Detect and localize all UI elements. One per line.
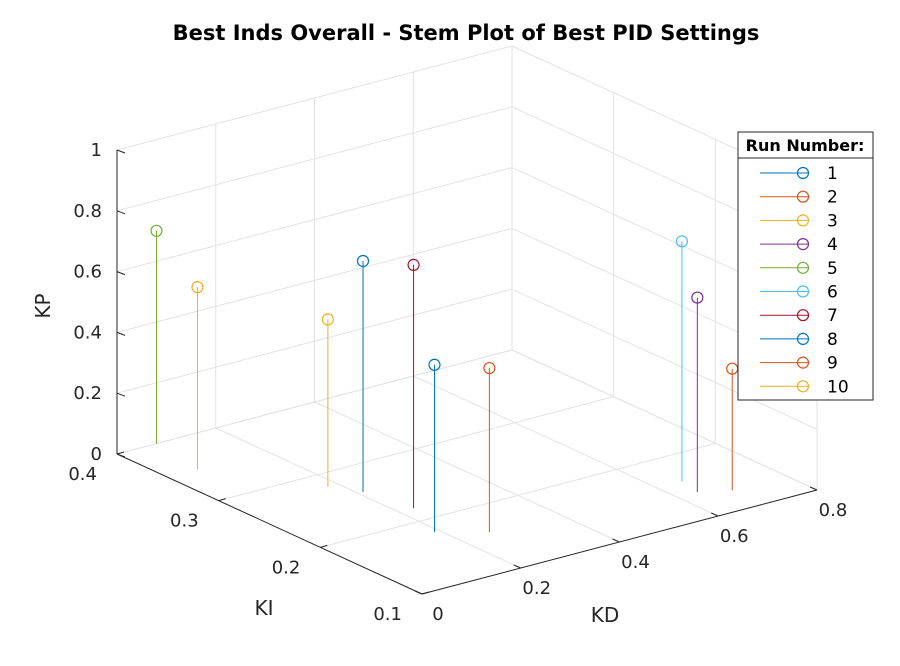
z-tick-mark [116,271,126,276]
z-tick-mark [116,453,126,458]
legend-marker-run-8 [796,332,810,345]
floor-grid-line [215,427,521,569]
z-tick-label: 0 [91,444,102,465]
x-tick-mark [513,564,521,569]
side-wall-grid-line [511,349,818,491]
legend-label-run-9: 9 [827,354,838,374]
legend-marker-run-5 [796,261,810,274]
stem-marker-run-1 [428,358,441,371]
stem-marker-run-6 [675,235,689,248]
chart-title: Best Inds Overall - Stem Plot of Best PI… [173,21,760,45]
y-axis-line [116,453,423,595]
floor-grid-line [314,401,620,543]
legend-title: Run Number: [746,136,865,155]
legend-marker-run-2 [796,190,810,203]
x-tick-mark [414,590,423,595]
legend-label-run-2: 2 [827,188,838,208]
z-tick-label: 0.6 [73,262,102,283]
legend-marker-run-10 [796,380,810,393]
y-tick-label: 0.3 [170,511,199,532]
floor-grid-line [218,396,614,502]
z-tick-label: 1 [91,140,102,161]
legend-label-run-6: 6 [827,283,838,303]
x-tick-mark [809,486,818,491]
stem-marker-run-8 [356,254,370,268]
y-tick-label: 0.1 [373,604,402,625]
y-tick-mark [421,591,430,595]
x-tick-label: 0.2 [522,578,551,599]
back-wall-grid-line [116,349,513,455]
y-tick-label: 0.4 [68,464,97,485]
legend: Run Number: 1 2 3 4 5 6 7 8 9 10 [737,131,874,401]
floor-grid-line [320,442,716,548]
back-wall-grid-line [116,288,513,394]
z-tick-mark [116,331,126,336]
stem-marker-run-2 [483,361,496,375]
legend-label-run-10: 10 [827,377,849,397]
z-tick-label: 0.4 [73,322,102,343]
y-tick-label: 0.2 [272,557,301,578]
stem-marker-run-3 [191,281,204,294]
back-wall-grid-line [116,106,513,212]
x-tick-label: 0.6 [720,526,749,547]
legend-marker-run-6 [796,285,810,298]
stem-marker-run-4 [691,291,704,304]
z-tick-mark [116,392,126,397]
back-wall-grid-line [116,45,513,151]
z-tick-label: 0.2 [73,383,102,404]
back-wall-grid-line [116,167,513,273]
legend-label-run-7: 7 [827,306,838,326]
axis-layer: 00.20.40.60.80.10.20.30.400.20.40.60.81 [68,140,847,625]
grid-layer [116,45,818,595]
z-tick-label: 0.8 [73,201,102,222]
back-wall-grid-line [116,227,513,333]
legend-label-run-1: 1 [827,164,838,184]
stem-layer [150,224,739,533]
y-tick-mark [218,498,226,502]
y-tick-mark [320,544,328,548]
z-tick-mark [116,149,126,154]
legend-marker-run-4 [796,238,810,251]
side-wall-grid-line [511,288,818,430]
x-tick-mark [711,512,719,517]
legend-label-run-4: 4 [827,235,838,255]
legend-label-run-5: 5 [827,259,838,279]
legend-marker-run-1 [796,166,810,180]
x-tick-label: 0 [432,604,443,625]
legend-box [737,131,874,401]
legend-label-run-8: 8 [827,330,838,350]
x-tick-mark [612,538,620,543]
stem-marker-run-10 [321,313,334,326]
legend-marker-run-3 [796,214,810,227]
floor-grid-line [413,375,719,517]
z-tick-mark [116,210,126,215]
x-tick-label: 0.4 [621,552,650,573]
legend-marker-run-7 [796,309,810,322]
z-axis-label: KP [31,293,55,318]
y-axis-label: KI [254,596,273,620]
x-tick-label: 0.8 [819,500,848,521]
x-axis-label: KD [591,603,620,627]
stem-marker-run-7 [407,258,420,271]
stem-marker-run-5 [150,224,163,237]
legend-marker-run-9 [796,356,810,369]
legend-items: 1 2 3 4 5 6 7 8 9 10 [760,164,849,397]
y-tick-mark [116,451,125,455]
legend-label-run-3: 3 [827,211,838,231]
